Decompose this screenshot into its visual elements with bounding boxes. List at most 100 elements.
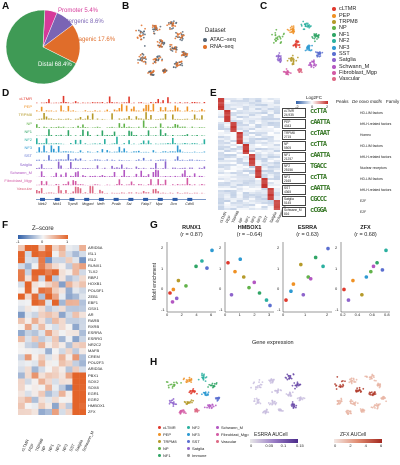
heatmap-cell (267, 104, 274, 107)
heatmap-cell (267, 184, 274, 187)
heatmap-cell (267, 182, 274, 185)
heatmap-cell (218, 102, 225, 105)
track-bar (193, 151, 196, 153)
umap-c-point (289, 26, 292, 29)
track-bar (150, 143, 152, 145)
umap-h3-point (373, 376, 375, 379)
umap-h3-point (370, 391, 373, 394)
track-bar (155, 188, 157, 194)
umap-h3-point (370, 377, 373, 380)
y-tick: 0 (277, 286, 280, 292)
umap-c-point (319, 52, 322, 55)
umap-h3-point (339, 384, 342, 386)
heatmap-cell (236, 198, 243, 201)
track-bar (55, 151, 58, 153)
heatmap-cell (224, 126, 231, 129)
track-bar (174, 105, 177, 112)
zscore-cell (31, 251, 39, 258)
track-bar (113, 160, 116, 161)
motif-cluster-name: SST (284, 186, 291, 190)
zfx-tick: 2 (349, 443, 352, 448)
umap-h1-point (191, 401, 193, 404)
track-bar (60, 105, 62, 112)
heatmap-cell (261, 196, 268, 199)
umap-h1-point (200, 393, 203, 396)
umap-h1-point (188, 376, 191, 379)
track-bar (55, 110, 58, 112)
heatmap-cell (261, 166, 268, 169)
heatmap-cell (249, 164, 256, 167)
track-bar (108, 135, 111, 136)
zscore-cell (65, 402, 73, 410)
heatmap-cell (242, 128, 250, 131)
umap-h2-point (286, 378, 289, 381)
heatmap-cell (230, 120, 237, 123)
zscore-cell (65, 257, 73, 264)
f-column-label: NF2 (54, 443, 62, 453)
track-bar (36, 159, 38, 161)
track-bar (125, 167, 128, 169)
heatmap-cell (230, 170, 237, 173)
cluster-legend-item: PEP (332, 12, 377, 19)
motif-logo: ccTTA (310, 107, 327, 115)
heatmap-cell (273, 116, 280, 119)
umap-h3-point (379, 383, 381, 385)
track-bar (125, 176, 128, 177)
track-bar (142, 108, 145, 112)
heatmap-cell (249, 142, 256, 145)
heatmap-cell (249, 128, 256, 131)
umap-h1-point (190, 377, 193, 380)
track-bar (84, 168, 87, 169)
heatmap-cell (249, 108, 256, 111)
track-bar (94, 143, 96, 145)
motif-cluster-name: NF1 (284, 153, 291, 157)
heatmap-cell (273, 164, 280, 167)
heatmap-cell (255, 172, 262, 175)
heatmap-cell (261, 188, 268, 191)
umap-h2-point (253, 400, 255, 403)
umap-h3-point (375, 379, 377, 382)
heatmap-cell (249, 130, 256, 133)
heatmap-cell (236, 138, 243, 141)
umap-h2-point (277, 389, 279, 392)
umap-c-point (310, 49, 313, 51)
track-bar (116, 110, 118, 112)
panel-label-d: D (2, 88, 10, 99)
heatmap-cell (224, 178, 231, 181)
heatmap-cell (273, 160, 280, 163)
track-bar (65, 102, 67, 104)
track-bar (201, 115, 203, 120)
heatmap-cell (230, 198, 237, 201)
zscore-cell (18, 323, 25, 331)
scatter-point (184, 284, 188, 288)
track-bar (116, 167, 118, 169)
zscore-cell (65, 348, 73, 355)
umap-h1-point (175, 403, 178, 406)
umap-h3-point (340, 397, 343, 400)
track-bar (91, 143, 94, 145)
heatmap-cell (255, 206, 262, 209)
umap-c-point (294, 40, 297, 43)
heatmap-cell (242, 126, 250, 129)
zscore-cell (24, 378, 32, 385)
umap-h3-point (349, 402, 352, 404)
heatmap-cell (218, 114, 225, 117)
heatmap-cell (249, 104, 256, 107)
zscore-cell (72, 275, 80, 282)
umap-c-point (315, 54, 318, 57)
heatmap-cell (236, 126, 243, 129)
track-bar (145, 104, 147, 112)
scatter-point (384, 248, 388, 253)
heatmap-cell (249, 188, 256, 191)
zscore-cell (18, 299, 25, 306)
track-bar (82, 175, 84, 177)
umap-h2-point (261, 381, 264, 384)
scatter-point (264, 298, 269, 302)
track-label: NF2 (24, 137, 32, 142)
heatmap-cell (242, 116, 250, 119)
umap-h3-point (379, 385, 382, 388)
track-bar (198, 118, 201, 120)
umap-b-point (175, 35, 178, 38)
track-bar (116, 184, 118, 186)
zscore-cell (72, 408, 80, 415)
